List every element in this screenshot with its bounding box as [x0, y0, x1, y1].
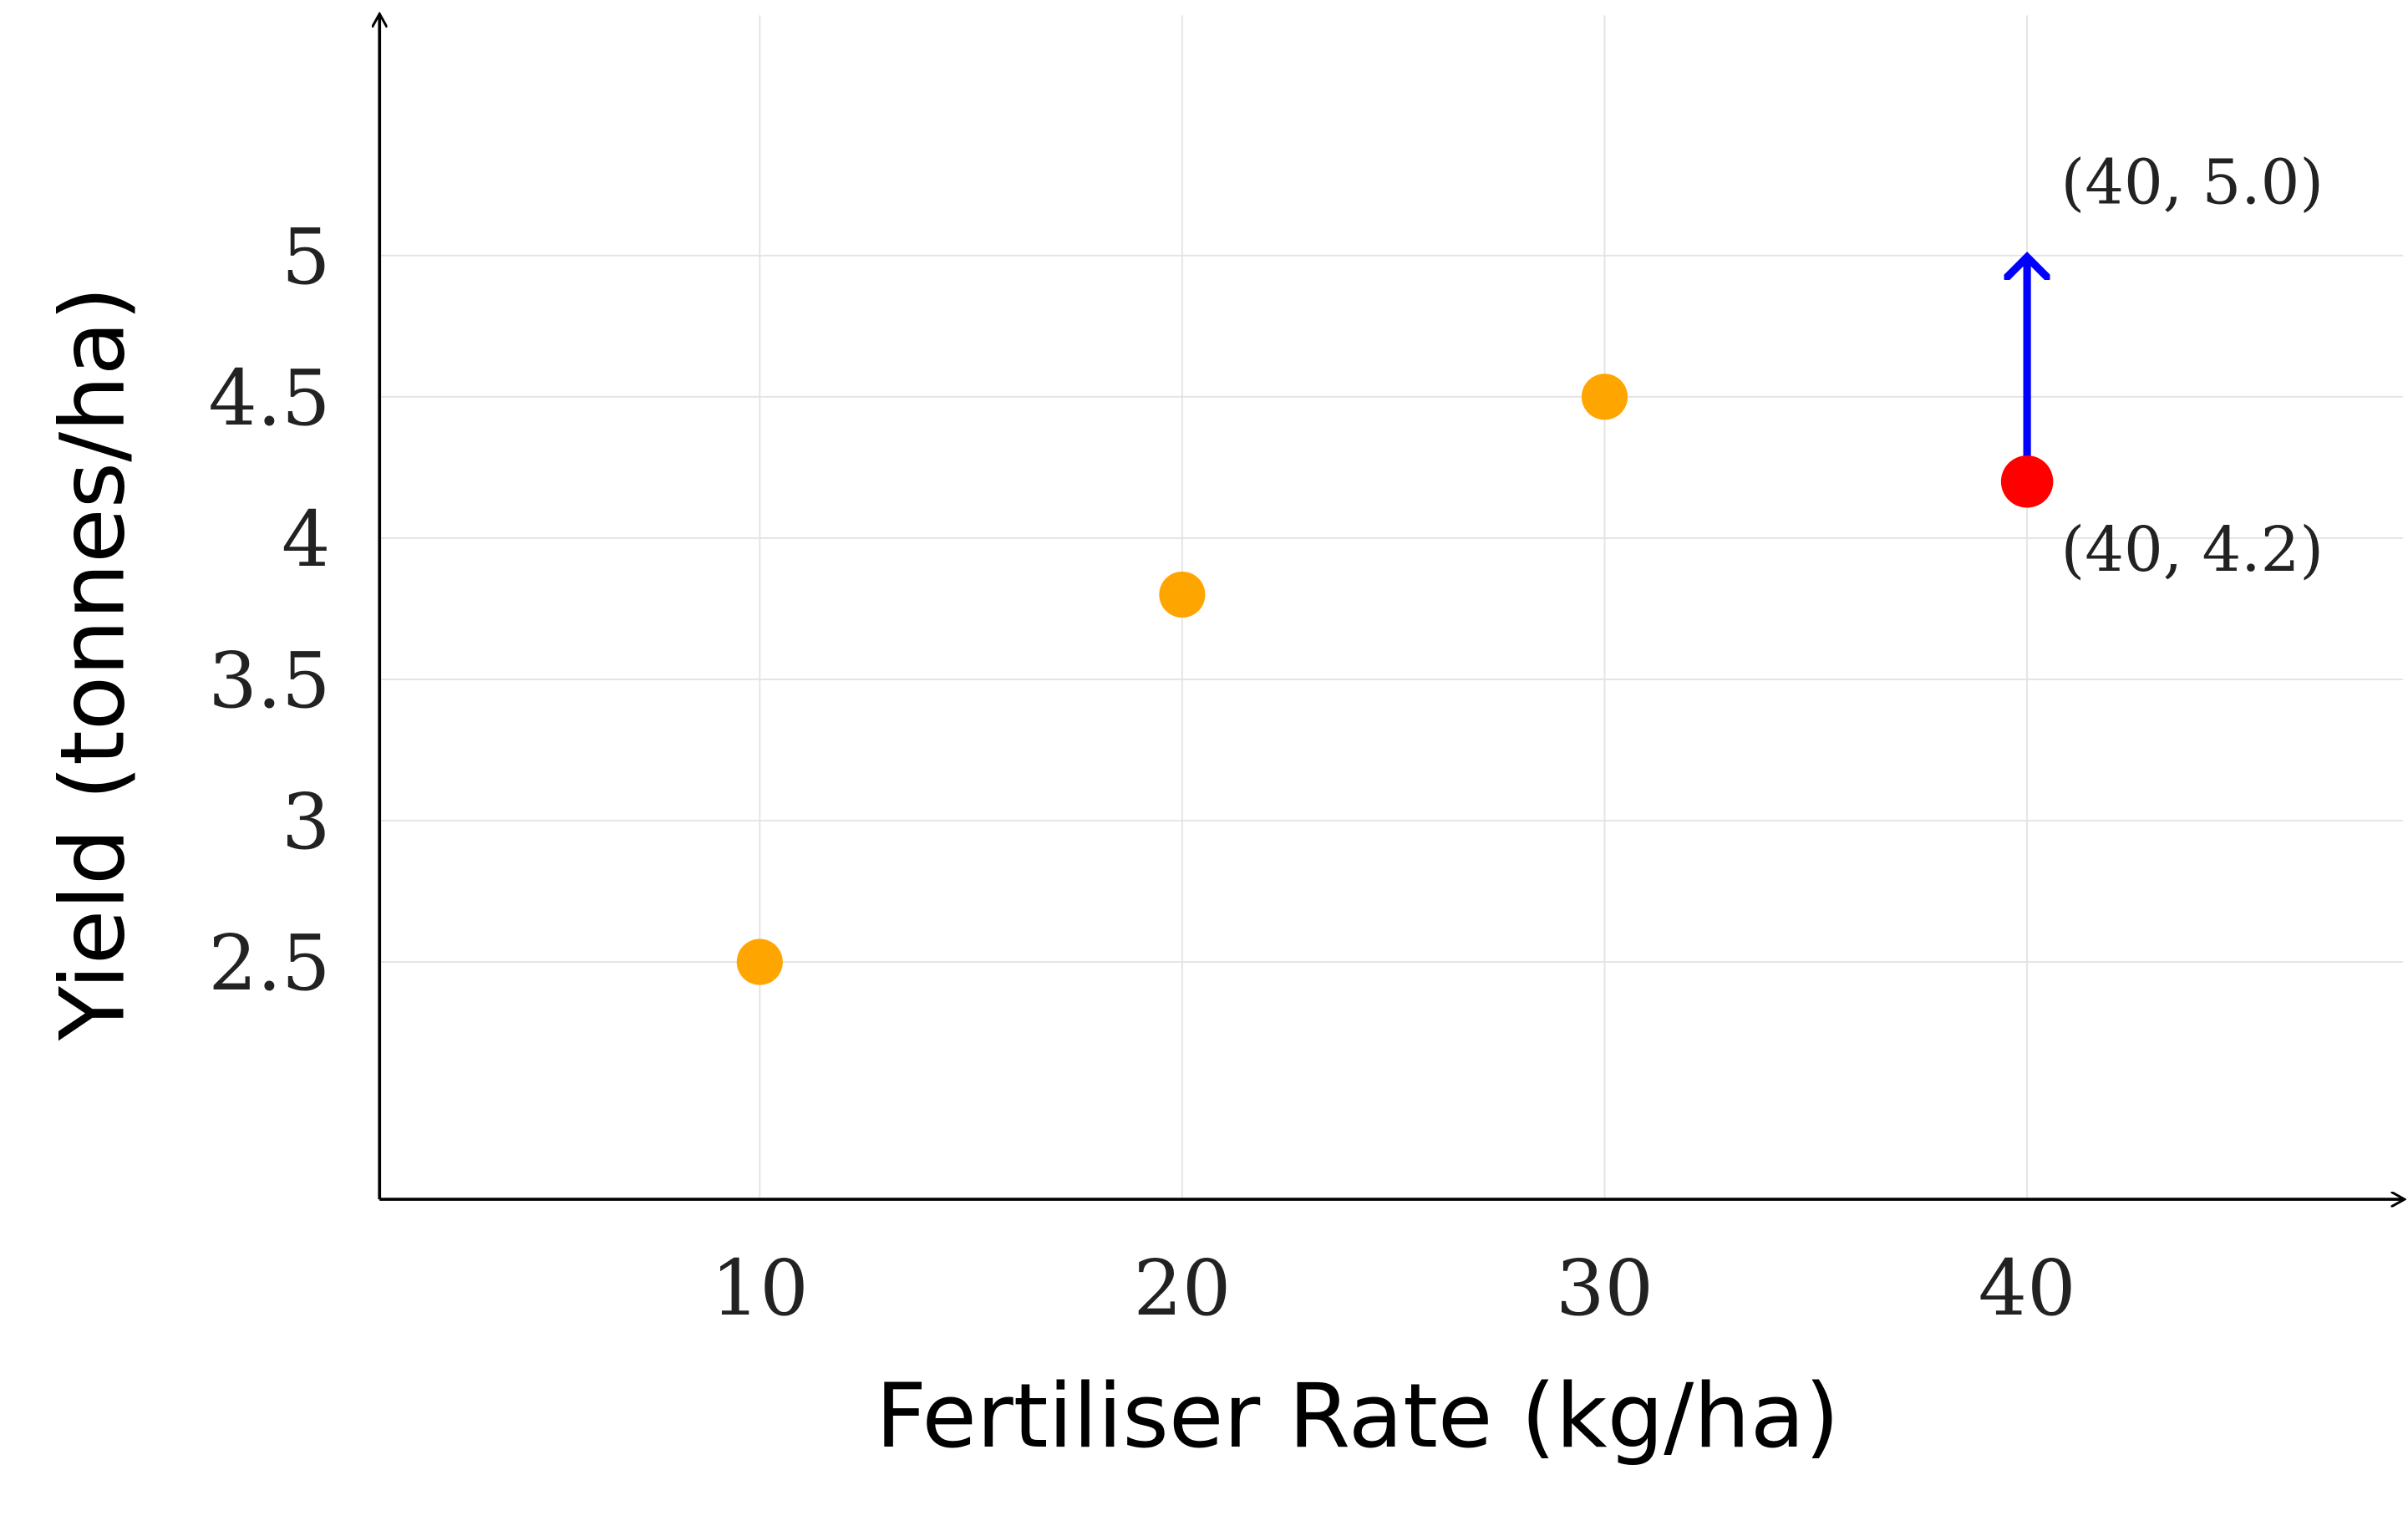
y-tick-label: 3.5 — [208, 636, 330, 725]
y-axis-label: Yield (tonnes/ha) — [41, 287, 145, 1042]
x-tick-label: 20 — [1133, 1244, 1231, 1333]
data-point — [736, 938, 783, 985]
data-point — [1159, 571, 1206, 618]
tick-labels: 10 20 30 40 2.5 3 3.5 4 4.5 5 — [208, 212, 2075, 1333]
x-tick-label: 10 — [711, 1244, 809, 1333]
axes — [379, 15, 2403, 1199]
point-annotation: (40, 5.0) — [2061, 147, 2324, 218]
y-tick-label: 2.5 — [208, 918, 330, 1008]
y-tick-label: 3 — [282, 777, 330, 867]
highlight-point — [2000, 455, 2054, 508]
y-tick-label: 5 — [282, 212, 330, 302]
x-axis-label: Fertiliser Rate (kg/ha) — [876, 1365, 1840, 1468]
grid — [379, 15, 2404, 1200]
x-tick-label: 30 — [1556, 1244, 1654, 1333]
data-points: (40, 5.0) (40, 4.2) — [736, 147, 2324, 985]
y-tick-label: 4 — [282, 495, 330, 584]
x-tick-label: 40 — [1979, 1244, 2076, 1333]
data-point — [1581, 374, 1628, 420]
point-annotation: (40, 4.2) — [2061, 515, 2324, 586]
y-tick-label: 4.5 — [208, 354, 330, 443]
